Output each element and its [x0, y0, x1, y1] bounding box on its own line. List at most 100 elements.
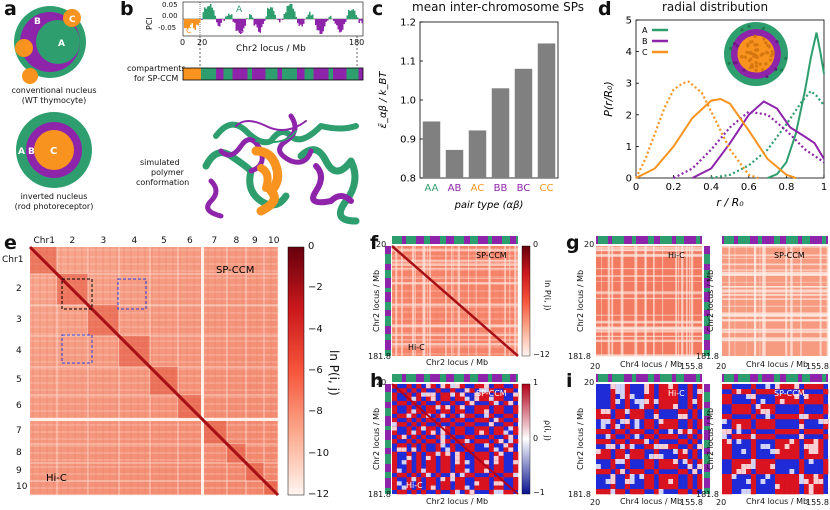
g-ytick-20a: 20: [584, 240, 595, 249]
g-xtick-20a: 20: [590, 362, 601, 371]
chr-top-label: 10: [268, 236, 280, 246]
x-tick-label: AA: [425, 183, 439, 194]
colorbar-e-tick: −4: [308, 323, 323, 335]
y-tick-label: 1.1: [400, 57, 416, 68]
panel-label-e: e: [4, 232, 17, 254]
x-axis-label: pair type (αβ): [454, 200, 524, 211]
colorbar-e-label: ln P(i, j): [327, 350, 341, 396]
inverted-caption: inverted nucleus: [20, 192, 88, 201]
correlation-map-h: SP-CCM Hi-C: [391, 383, 519, 495]
y-tick-label: 0: [626, 174, 632, 185]
pci-xlabel: Chr2 locus / Mb: [236, 44, 306, 54]
chr-left-label: 5: [16, 375, 22, 385]
bar: [491, 88, 510, 178]
chart-d-title: radial distribution: [662, 0, 769, 14]
pci-label-C: C: [186, 26, 192, 35]
correlation-map-i-hic: Hi-C: [596, 384, 703, 495]
compartment-strip-i1-right: [704, 384, 710, 494]
pci-xtick-180: 180: [349, 38, 365, 47]
g-xtick-155b: 155.8: [806, 362, 829, 371]
chr-top-label: 6: [187, 236, 193, 246]
x-tick-label: BB: [494, 183, 508, 194]
tag-sp-ccm: SP-CCM: [774, 389, 805, 398]
h-cb-top: 1: [533, 378, 539, 387]
panel-label-f: f: [370, 232, 379, 254]
nucleus-bead: [765, 74, 769, 79]
x-tick-label: BC: [517, 183, 531, 194]
i-ytick-181a: 181.8: [568, 490, 591, 499]
nucleus-bead: [755, 55, 759, 59]
label-A: A: [18, 147, 25, 157]
pci-ytick-mid: 0.00: [162, 12, 178, 20]
g-ytick-181a: 181.8: [568, 352, 591, 361]
legend-label: B: [642, 37, 648, 46]
chr-top-label: Chr1: [33, 236, 55, 246]
pci-label-B: B: [238, 26, 244, 36]
f-cb-label: ln P(i, j): [543, 280, 552, 311]
tag-hi-c: Hi-C: [668, 389, 685, 398]
panel-label-i: i: [566, 370, 573, 392]
g-xlabel-1: Chr4 locus / Mb: [620, 360, 683, 369]
compartments-label-1: compartments: [127, 64, 186, 73]
nucleus-bead: [765, 50, 769, 55]
pci-track: A B C: [182, 1, 364, 37]
compartment-strip-g1: [596, 236, 702, 244]
label-C: C: [69, 15, 76, 25]
bar-chart-c: 0.8 0.9 1.0 1.1 1.2 AA AB AC BB BC CC pair type (αβ…: [378, 18, 559, 211]
colorbar-e-tick: 0: [308, 241, 315, 252]
conventional-subcaption: (WT thymocyte): [21, 96, 87, 105]
panel-label-d: d: [598, 0, 612, 20]
h-cb-label: ρ(i, j): [543, 420, 552, 441]
i-xtick-155b: 155.8: [806, 498, 829, 507]
compartment-strip-h: [392, 374, 518, 382]
compartment-strip-g2: [722, 236, 828, 244]
polymer-conformation: [202, 113, 360, 225]
nucleus-bead: [740, 55, 744, 59]
inverted-subcaption: (rod photoreceptor): [14, 202, 94, 211]
nucleus-bead: [779, 68, 784, 72]
nucleus-bead: [767, 45, 771, 49]
nucleus-bead: [732, 42, 737, 46]
bar: [537, 43, 556, 179]
nucleus-bead: [735, 44, 739, 48]
y-tick-label: 4: [626, 47, 632, 58]
tag-hi-c: Hi-C: [408, 343, 425, 352]
colorbar-e-tick: −10: [308, 447, 330, 459]
tag-sp-ccm: SP-CCM: [774, 251, 805, 260]
contact-map-g-spccm: SP-CCM: [722, 246, 829, 356]
chr-top-label: 7: [211, 236, 218, 246]
nucleus-bead: [745, 50, 749, 54]
sim-label-3: conformation: [136, 178, 190, 187]
nucleus-bead: [754, 68, 758, 72]
label-B: B: [28, 147, 35, 157]
nucleus-bead: [774, 67, 778, 71]
y-axis-label: P(r/R₀): [602, 81, 615, 117]
panel-label-a: a: [4, 0, 17, 20]
nucleus-bead: [758, 62, 762, 66]
compartments-label-2: for SP-CCM: [134, 74, 179, 83]
chr-left-label: 9: [16, 466, 22, 476]
nucleus-bead: [761, 68, 765, 72]
i-xlabel-2: Chr4 locus / Mb: [746, 497, 809, 506]
x-tick-label: AB: [448, 183, 462, 194]
chr-left-label: 4: [16, 345, 22, 356]
nucleus-bead: [729, 46, 733, 51]
label-C: C: [50, 146, 57, 157]
pci-xtick-20: 20: [197, 38, 208, 47]
compartment-strip-i2: [722, 374, 828, 382]
compartment-strip-f: [392, 236, 518, 244]
y-tick-label: 0.9: [400, 135, 416, 146]
series-line: [673, 110, 825, 179]
tag-sp-ccm: SP-CCM: [216, 265, 254, 276]
f-cb-bot: −12: [533, 350, 550, 359]
h-ytick-181: 181.8: [368, 490, 391, 499]
sim-label-2: polymer: [151, 168, 184, 177]
i-xtick-20a: 20: [590, 498, 601, 507]
y-axis-label: ε̄_αβ / k_BT: [378, 71, 389, 129]
bar: [468, 130, 487, 178]
whole-genome-contact-map: SP-CCM Hi-C: [28, 245, 280, 497]
nucleus-bead: [771, 50, 775, 55]
pci-xtick-0: 0: [180, 38, 186, 47]
i-ytick-20a: 20: [584, 378, 595, 387]
bar: [445, 149, 464, 178]
